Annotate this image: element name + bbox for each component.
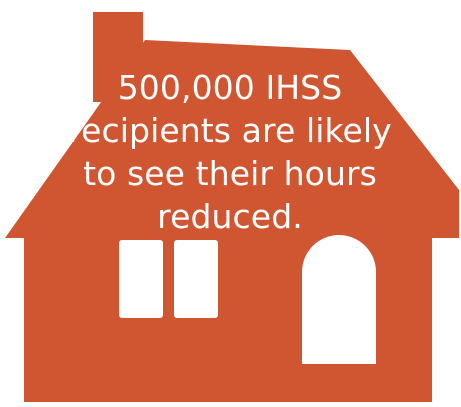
- door-icon: [302, 235, 376, 364]
- message-line: to see their hours: [83, 154, 377, 193]
- message-text: 500,000 IHSS recipients are likely to se…: [60, 66, 400, 238]
- message-line: 500,000 IHSS: [117, 68, 343, 107]
- message-line: reduced.: [157, 197, 303, 236]
- window-icon: [174, 240, 218, 318]
- message-line: recipients are likely: [68, 111, 392, 150]
- window-icon: [119, 240, 163, 318]
